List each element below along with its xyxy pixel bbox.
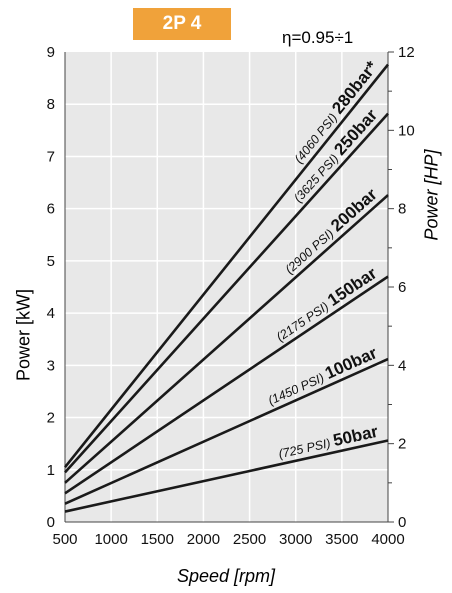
x-tick-label: 1500 xyxy=(141,531,174,548)
tick-labels: 500 1000 1500 2000 2500 3000 3500 4000012345678… xyxy=(47,44,415,548)
axes xyxy=(64,51,394,523)
y-right-tick-label: 8 xyxy=(398,201,406,218)
y-tick-label: 0 xyxy=(47,514,55,531)
y-tick-label: 5 xyxy=(47,253,55,270)
y-right-tick-label: 10 xyxy=(398,122,415,139)
series-line xyxy=(64,112,389,474)
y-right-tick-label: 6 xyxy=(398,279,406,296)
x-tick-label: 2000 xyxy=(187,531,220,548)
x-axis-label: Speed [rpm] xyxy=(176,566,276,586)
y-tick-label: 4 xyxy=(47,305,55,322)
x-tick-label: 3500 xyxy=(325,531,358,548)
y-tick-label: 8 xyxy=(47,96,55,113)
x-tick-label: 500 xyxy=(52,531,77,548)
y-tick-label: 7 xyxy=(47,148,55,165)
x-tick-label: 3000 xyxy=(279,531,312,548)
y-right-tick-label: 0 xyxy=(398,514,406,531)
y-tick-label: 2 xyxy=(47,410,55,427)
x-tick-label: 2500 xyxy=(233,531,266,548)
y-axis-label-right: Power [HP] xyxy=(421,149,442,241)
series-line xyxy=(64,194,389,484)
y-axis-label-left: Power [kW] xyxy=(13,288,34,382)
efficiency-annotation: η=0.95÷1 xyxy=(282,28,354,47)
series-line xyxy=(63,63,390,468)
series-line xyxy=(64,357,389,505)
y-right-tick-label: 2 xyxy=(398,436,406,453)
y-tick-label: 1 xyxy=(47,462,55,479)
series-line xyxy=(64,275,389,495)
x-tick-label: 1000 xyxy=(94,531,127,548)
y-right-tick-label: 4 xyxy=(398,357,406,374)
series-lines xyxy=(63,63,390,513)
y-tick-label: 3 xyxy=(47,357,55,374)
series-line xyxy=(64,439,389,513)
y-tick-label: 6 xyxy=(47,201,55,218)
y-right-tick-label: 12 xyxy=(398,44,415,61)
chart-title-badge: 2P 4 xyxy=(133,8,231,40)
y-tick-label: 9 xyxy=(47,44,55,61)
x-tick-label: 4000 xyxy=(371,531,404,548)
